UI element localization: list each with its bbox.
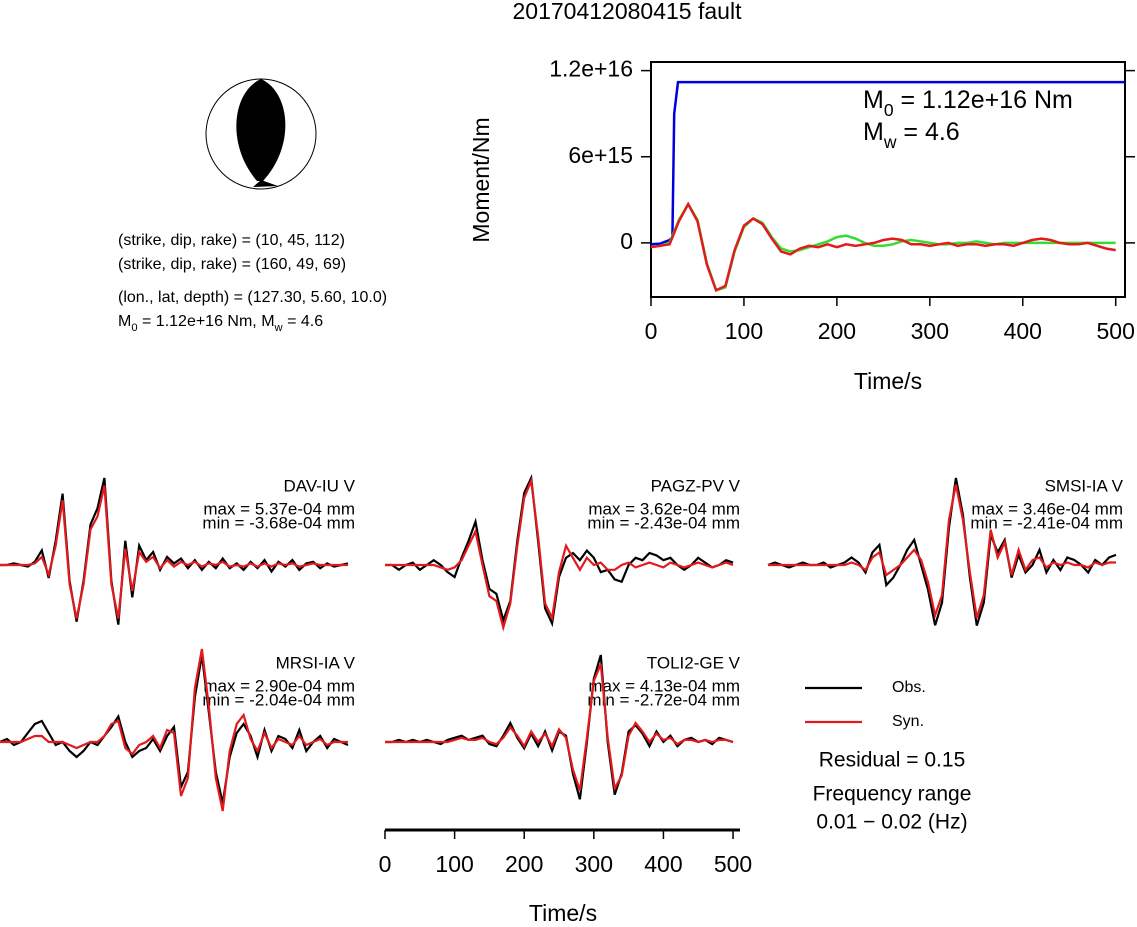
x-axis-label: Time/s: [529, 900, 597, 926]
station-label: TOLI2-GE V: [647, 653, 741, 672]
text-part: M: [118, 313, 131, 330]
x-tick-label: 500: [1097, 318, 1135, 344]
text-part: 0: [884, 100, 894, 120]
y-axis-label: Moment/Nm: [468, 117, 494, 242]
x-tick-label: 300: [911, 318, 949, 344]
amplitude-label: min = -3.68e-04 mm: [202, 513, 355, 532]
amplitude-label: min = -2.43e-04 mm: [587, 513, 740, 532]
amplitude-label: min = -2.72e-04 mm: [587, 690, 740, 709]
moment-line: [650, 201, 1116, 293]
info-magnitude: M0 = 1.12e+16 Nm, Mw = 4.6: [118, 313, 323, 334]
text-part: = 4.6: [896, 118, 959, 146]
moment-line: [650, 201, 1116, 292]
x-tick-label: 200: [818, 318, 856, 344]
legend-label: Obs.: [892, 679, 926, 696]
text-part: = 1.12e+16 Nm, M: [138, 313, 275, 330]
y-tick-label: 6e+15: [568, 142, 633, 168]
waveform: [385, 476, 734, 632]
x-tick-label: 100: [725, 318, 763, 344]
x-tick-label: 300: [575, 851, 613, 877]
x-tick-label: 400: [644, 851, 682, 877]
annotation: Mw = 4.6: [863, 118, 960, 152]
amplitude-label: max = 5.37e-04 mm: [203, 499, 355, 518]
text-part: M: [863, 86, 884, 114]
info-line: (strike, dip, rake) = (160, 49, 69): [118, 256, 346, 273]
info-line: (strike, dip, rake) = (10, 45, 112): [118, 232, 345, 249]
frequency-label: Frequency range: [813, 783, 972, 806]
amplitude-label: max = 3.46e-04 mm: [971, 499, 1123, 518]
text-part: M: [863, 118, 884, 146]
annotation: M0 = 1.12e+16 Nm: [863, 86, 1073, 120]
x-tick-label: 200: [505, 851, 543, 877]
station-label: DAV-IU V: [284, 476, 356, 495]
waveform: [0, 648, 348, 812]
x-tick-label: 100: [435, 851, 473, 877]
x-tick-label: 400: [1004, 318, 1042, 344]
residual: Residual = 0.15: [819, 749, 966, 772]
waveform: [0, 485, 348, 619]
figure-title: 20170412080415 fault: [513, 0, 743, 24]
amplitude-label: min = -2.41e-04 mm: [970, 513, 1123, 532]
x-tick-label: 0: [379, 851, 392, 877]
y-tick-label: 0: [620, 228, 633, 254]
beachball: [205, 78, 317, 190]
legend-label: Syn.: [892, 713, 924, 730]
text-part: = 4.6: [283, 313, 324, 330]
frequency-range: 0.01 − 0.02 (Hz): [816, 811, 967, 834]
x-axis-label: Time/s: [854, 368, 922, 394]
amplitude-label: max = 4.13e-04 mm: [588, 676, 740, 695]
station-label: MRSI-IA V: [276, 653, 356, 672]
plot-frame: [650, 61, 1126, 298]
amplitude-label: max = 3.62e-04 mm: [588, 499, 740, 518]
info-line: (lon., lat, depth) = (127.30, 5.60, 10.0…: [118, 289, 387, 306]
text-part: = 1.12e+16 Nm: [894, 86, 1073, 114]
y-tick-label: 1.2e+16: [549, 56, 633, 82]
x-tick-label: 0: [645, 318, 658, 344]
station-label: PAGZ-PV V: [651, 476, 741, 495]
x-tick-label: 500: [714, 851, 752, 877]
text-part: w: [274, 322, 284, 334]
station-label: SMSI-IA V: [1045, 476, 1124, 495]
amplitude-label: min = -2.04e-04 mm: [202, 690, 355, 709]
amplitude-label: max = 2.90e-04 mm: [203, 676, 355, 695]
text-part: 0: [131, 322, 137, 334]
waveform: [385, 663, 734, 792]
waveform: [768, 484, 1116, 620]
text-part: w: [883, 132, 897, 152]
